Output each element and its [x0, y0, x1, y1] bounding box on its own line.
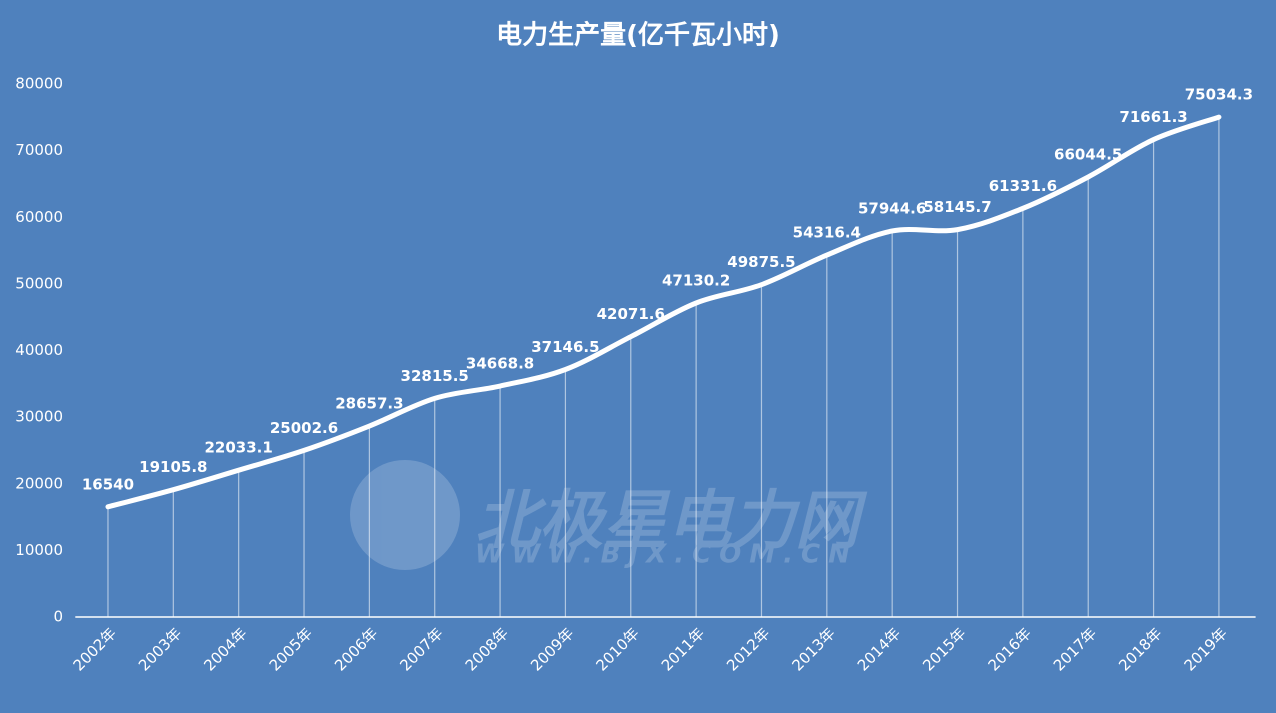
- data-label: 49875.5: [727, 253, 795, 271]
- chart-title: 电力生产量(亿千瓦小时): [496, 21, 780, 51]
- line: [105, 114, 1222, 510]
- y-tick-label: 50000: [15, 274, 63, 292]
- data-label: 34668.8: [466, 355, 534, 373]
- watermark-logo: [350, 460, 460, 570]
- y-tick-label: 0: [53, 608, 63, 626]
- y-tick-label: 60000: [15, 208, 63, 226]
- y-tick-label: 80000: [15, 75, 63, 93]
- data-label: 47130.2: [662, 271, 730, 289]
- y-tick-label: 20000: [15, 474, 63, 492]
- data-label: 57944.6: [858, 199, 926, 217]
- data-label: 54316.4: [793, 224, 861, 242]
- data-label: 42071.6: [597, 305, 665, 323]
- data-label: 19105.8: [139, 458, 207, 476]
- data-label: 66044.5: [1054, 145, 1122, 163]
- watermark: 北极星电力网 WWW.BJX.COM.CN: [350, 460, 868, 570]
- data-label: 32815.5: [401, 367, 469, 385]
- data-label: 28657.3: [335, 395, 403, 413]
- data-label: 37146.5: [531, 338, 599, 356]
- y-tick-label: 30000: [15, 408, 63, 426]
- data-label: 22033.1: [205, 439, 273, 457]
- data-label: 71661.3: [1119, 108, 1187, 126]
- watermark-url: WWW.BJX.COM.CN: [475, 540, 858, 570]
- y-tick-label: 10000: [15, 541, 63, 559]
- data-label: 75034.3: [1185, 86, 1253, 104]
- y-tick-label: 40000: [15, 341, 63, 359]
- data-label: 16540: [82, 475, 134, 493]
- data-label: 25002.6: [270, 419, 338, 437]
- watermark-text: 北极星电力网: [475, 485, 868, 559]
- y-tick-label: 70000: [15, 141, 63, 159]
- data-label: 58145.7: [923, 198, 991, 216]
- data-label: 61331.6: [989, 177, 1057, 195]
